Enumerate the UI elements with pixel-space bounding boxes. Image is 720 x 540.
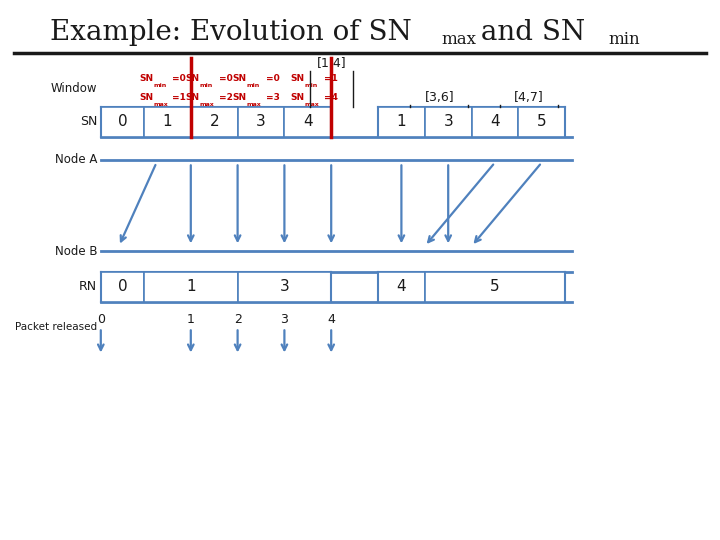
Text: max: max — [441, 31, 477, 48]
Text: 0: 0 — [117, 279, 127, 294]
Text: SN: SN — [233, 93, 246, 102]
Text: min: min — [246, 83, 260, 87]
Text: SN: SN — [290, 93, 304, 102]
Text: max: max — [153, 102, 168, 106]
Text: max: max — [246, 102, 261, 106]
Text: =1: =1 — [173, 93, 186, 102]
Text: and SN: and SN — [472, 19, 585, 46]
Text: [1,4]: [1,4] — [316, 57, 346, 70]
Text: Packet released: Packet released — [15, 322, 97, 333]
Bar — [238, 272, 331, 302]
Text: 3: 3 — [256, 114, 266, 129]
Text: min: min — [608, 31, 640, 48]
Text: =0: =0 — [220, 74, 233, 83]
Text: SN: SN — [233, 74, 246, 83]
Text: =1: =1 — [324, 74, 338, 83]
Text: 5: 5 — [490, 279, 500, 294]
Bar — [144, 106, 191, 137]
Text: min: min — [304, 83, 318, 87]
Text: 3: 3 — [444, 114, 453, 129]
Text: 3: 3 — [281, 313, 288, 326]
Text: Node A: Node A — [55, 153, 97, 166]
Text: SN: SN — [80, 116, 97, 129]
Text: Node B: Node B — [55, 245, 97, 258]
Text: [4,7]: [4,7] — [514, 91, 544, 104]
Bar — [284, 106, 331, 137]
Text: =4: =4 — [324, 93, 338, 102]
Text: 1: 1 — [397, 114, 406, 129]
Text: 2: 2 — [210, 114, 219, 129]
Text: =3: =3 — [266, 93, 280, 102]
Text: max: max — [304, 102, 319, 106]
Text: 3: 3 — [279, 279, 289, 294]
Text: 1: 1 — [163, 114, 172, 129]
Bar — [518, 106, 565, 137]
Bar — [378, 106, 425, 137]
Bar — [472, 106, 518, 137]
Text: 0: 0 — [117, 114, 127, 129]
Text: 0: 0 — [96, 313, 105, 326]
Bar — [378, 272, 425, 302]
Text: SN: SN — [186, 93, 199, 102]
Text: 4: 4 — [490, 114, 500, 129]
Text: 1: 1 — [186, 279, 196, 294]
Text: Communication Networks: Communication Networks — [279, 518, 441, 532]
Text: min: min — [153, 83, 166, 87]
Text: SN: SN — [290, 74, 304, 83]
Text: min: min — [199, 83, 213, 87]
Text: 4: 4 — [303, 114, 312, 129]
Text: =2: =2 — [220, 93, 233, 102]
Bar — [191, 106, 238, 137]
Text: Window: Window — [50, 82, 97, 95]
Text: 4: 4 — [328, 313, 335, 326]
Text: 4: 4 — [397, 279, 406, 294]
Bar — [101, 272, 144, 302]
Text: SN: SN — [139, 74, 153, 83]
Bar — [144, 272, 238, 302]
Text: SN: SN — [139, 93, 153, 102]
Text: RN: RN — [79, 280, 97, 293]
Text: max: max — [199, 102, 215, 106]
Bar — [101, 106, 144, 137]
Text: Example: Evolution of SN: Example: Evolution of SN — [50, 19, 413, 46]
Text: 5: 5 — [537, 114, 546, 129]
Text: 2: 2 — [234, 313, 241, 326]
Bar — [425, 272, 565, 302]
Text: =0: =0 — [173, 74, 186, 83]
Bar — [425, 106, 472, 137]
Text: 21: 21 — [683, 518, 698, 532]
Bar — [238, 106, 284, 137]
Text: [3,6]: [3,6] — [424, 91, 454, 104]
Text: =0: =0 — [266, 74, 280, 83]
Text: 1: 1 — [187, 313, 194, 326]
Text: SN: SN — [186, 74, 199, 83]
